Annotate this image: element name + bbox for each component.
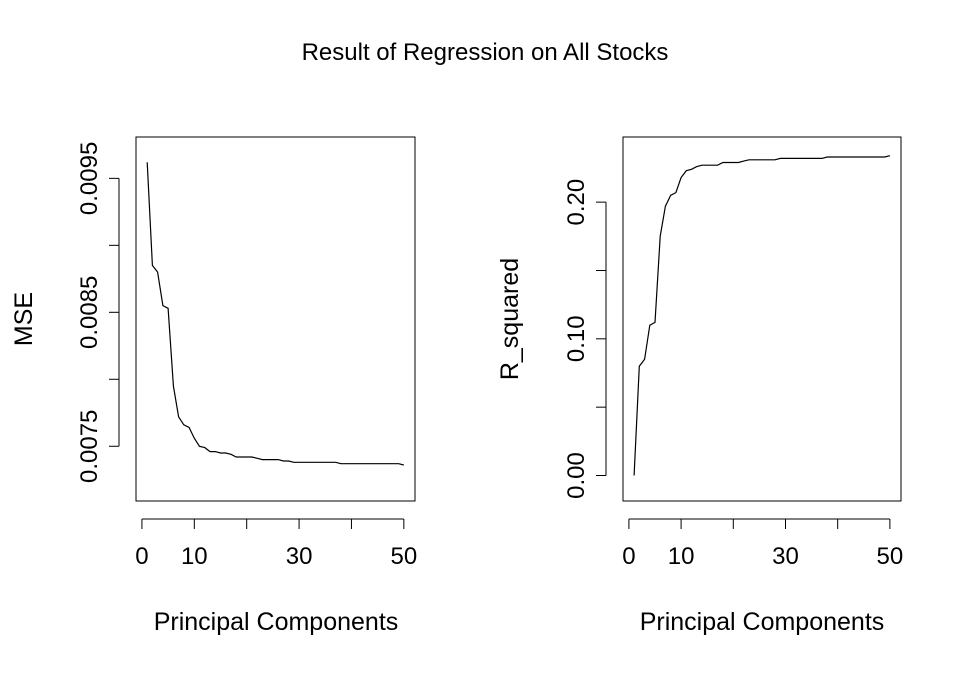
rsquared-plot-frame	[622, 136, 902, 502]
mse-panel: 0 10 30 50 0.0075 0.0085 0.0095 Principal Com…	[10, 136, 417, 636]
mse-y-axis-label: MSE	[10, 292, 38, 346]
figure-title: Result of Regression on All Stocks	[302, 39, 669, 66]
rsquared-x-axis: 0 10 30 50	[622, 518, 904, 570]
rsquared-y-tick-label: 0.20	[563, 179, 590, 226]
rsquared-x-tick-label: 50	[877, 543, 904, 570]
rsquared-x-tick-label: 10	[668, 543, 695, 570]
mse-x-tick-label: 50	[390, 543, 417, 570]
mse-x-axis: 0 10 30 50	[135, 518, 417, 570]
rsquared-x-axis-label: Principal Components	[640, 608, 885, 636]
mse-x-axis-label: Principal Components	[154, 608, 399, 636]
rsquared-line	[633, 155, 891, 476]
rsquared-y-axis: 0.00 0.10 0.20	[563, 179, 607, 499]
mse-y-tick-label: 0.0095	[76, 142, 103, 215]
rsquared-y-tick-label: 0.10	[563, 315, 590, 362]
mse-x-tick-label: 30	[286, 543, 313, 570]
rsquared-y-tick-label: 0.00	[563, 452, 590, 499]
mse-x-tick-label: 0	[135, 543, 148, 570]
rsquared-panel: 0 10 30 50 0.00 0.10 0.20 Principal Component…	[496, 136, 904, 636]
rsquared-y-axis-label: R_squared	[496, 258, 524, 380]
mse-plot-frame	[135, 136, 416, 502]
mse-y-tick-label: 0.0085	[76, 276, 103, 349]
rsquared-x-tick-label: 30	[772, 543, 799, 570]
mse-y-tick-label: 0.0075	[76, 410, 103, 483]
mse-x-tick-label: 10	[181, 543, 208, 570]
mse-y-axis: 0.0075 0.0085 0.0095	[76, 142, 120, 483]
mse-line	[146, 162, 404, 466]
rsquared-x-tick-label: 0	[622, 543, 635, 570]
